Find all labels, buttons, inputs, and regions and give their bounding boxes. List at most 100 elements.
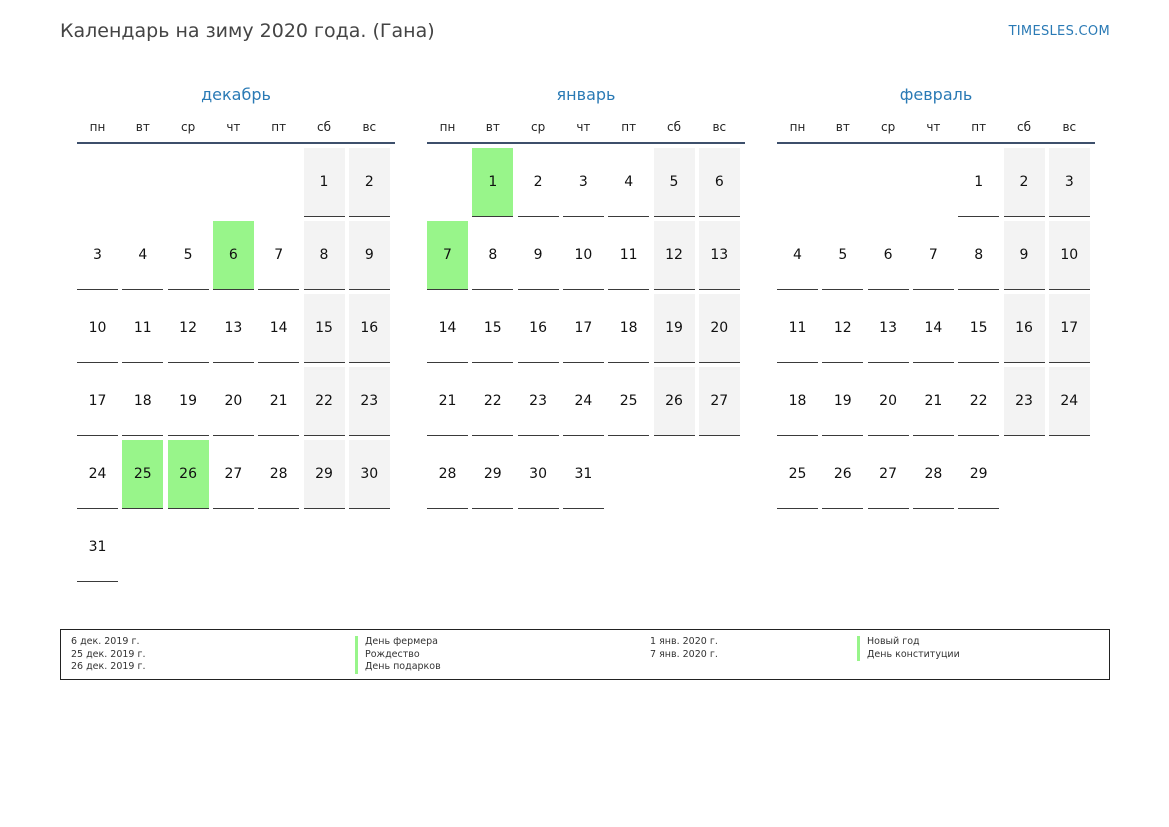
month-0: декабрь пн вт ср чт пт сб вс 1 2 3 4 5 6 7 8 9 10 11 12 13 14… (77, 84, 395, 582)
day-cell[interactable]: 25 (777, 440, 818, 509)
day-cell[interactable]: 8 (472, 221, 514, 290)
day-cell[interactable]: 28 (427, 440, 468, 509)
day-cell[interactable]: 16 (1003, 294, 1045, 363)
day-cell[interactable]: 10 (1048, 221, 1090, 290)
day-cell[interactable]: 2 (348, 148, 390, 217)
day-cell[interactable]: 22 (958, 367, 1000, 436)
day-cell[interactable]: 3 (1048, 148, 1090, 217)
day-cell[interactable]: 22 (472, 367, 514, 436)
day-cell[interactable]: 4 (777, 221, 818, 290)
day-cell[interactable]: 31 (562, 440, 604, 509)
day-cell[interactable]: 23 (517, 367, 559, 436)
weekday-label: пн (789, 120, 806, 134)
day-cell[interactable]: 29 (303, 440, 345, 509)
day-cell[interactable]: 25 (608, 367, 650, 436)
day-cell[interactable]: 2 (517, 148, 559, 217)
day-cell[interactable]: 19 (167, 367, 209, 436)
day-cell[interactable]: 12 (167, 294, 209, 363)
day-cell[interactable]: 17 (77, 367, 118, 436)
day-cell[interactable]: 24 (77, 440, 118, 509)
day-cell[interactable]: 24 (1048, 367, 1090, 436)
weekday-label: вт (135, 120, 150, 134)
day-cell[interactable]: 29 (958, 440, 1000, 509)
day-cell[interactable]: 7 (912, 221, 954, 290)
day-cell[interactable]: 15 (303, 294, 345, 363)
day-cell[interactable]: 27 (212, 440, 254, 509)
day-cell[interactable]: 15 (958, 294, 1000, 363)
day-cell[interactable]: 19 (822, 367, 864, 436)
day-cell[interactable]: 26 (167, 440, 209, 509)
day-cell[interactable]: 9 (348, 221, 390, 290)
day-cell[interactable]: 1 (472, 148, 514, 217)
day-cell[interactable]: 16 (348, 294, 390, 363)
day-cell[interactable]: 18 (122, 367, 164, 436)
day-cell[interactable]: 9 (517, 221, 559, 290)
day-cell[interactable]: 23 (1003, 367, 1045, 436)
day-cell[interactable]: 13 (867, 294, 909, 363)
day-cell[interactable]: 29 (472, 440, 514, 509)
day-cell[interactable]: 9 (1003, 221, 1045, 290)
day-cell[interactable]: 6 (698, 148, 740, 217)
day-cell[interactable]: 22 (303, 367, 345, 436)
day-cell[interactable]: 24 (562, 367, 604, 436)
day-cell[interactable]: 21 (258, 367, 300, 436)
day-cell[interactable]: 30 (348, 440, 390, 509)
day-cell[interactable]: 20 (212, 367, 254, 436)
month-1: январь пн вт ср чт пт сб вс 1 2 3 4 5 6 7 8 9 10 11 12 13 14 1… (427, 84, 745, 509)
day-cell[interactable]: 11 (777, 294, 818, 363)
day-cell[interactable]: 3 (562, 148, 604, 217)
day-cell[interactable]: 26 (653, 367, 695, 436)
day-cell[interactable]: 18 (608, 294, 650, 363)
day-cell[interactable]: 12 (653, 221, 695, 290)
page-title: Календарь на зиму 2020 года. (Гана) (60, 20, 435, 42)
day-cell[interactable]: 8 (303, 221, 345, 290)
day-cell[interactable]: 19 (653, 294, 695, 363)
day-cell[interactable]: 14 (912, 294, 954, 363)
day-cell[interactable]: 28 (912, 440, 954, 509)
day-cell[interactable]: 11 (122, 294, 164, 363)
legend-holiday-name: День конституции (857, 648, 960, 661)
day-cell[interactable]: 17 (562, 294, 604, 363)
day-cell[interactable]: 21 (427, 367, 468, 436)
legend-holiday-name: День подарков (355, 661, 441, 674)
day-cell[interactable]: 10 (562, 221, 604, 290)
day-cell[interactable]: 3 (77, 221, 118, 290)
day-cell[interactable]: 14 (258, 294, 300, 363)
day-cell[interactable]: 10 (77, 294, 118, 363)
day-cell[interactable]: 5 (822, 221, 864, 290)
day-cell[interactable]: 13 (212, 294, 254, 363)
day-cell[interactable]: 5 (653, 148, 695, 217)
day-cell[interactable]: 14 (427, 294, 468, 363)
day-cell[interactable]: 30 (517, 440, 559, 509)
day-cell[interactable]: 17 (1048, 294, 1090, 363)
day-cell[interactable]: 7 (427, 221, 468, 290)
day-cell[interactable]: 28 (258, 440, 300, 509)
day-cell[interactable]: 4 (122, 221, 164, 290)
day-cell[interactable]: 15 (472, 294, 514, 363)
day-cell[interactable]: 26 (822, 440, 864, 509)
day-cell[interactable]: 7 (258, 221, 300, 290)
day-cell[interactable]: 11 (608, 221, 650, 290)
day-cell[interactable]: 23 (348, 367, 390, 436)
day-cell[interactable]: 6 (212, 221, 254, 290)
day-cell[interactable]: 12 (822, 294, 864, 363)
day-cell[interactable]: 16 (517, 294, 559, 363)
day-cell[interactable]: 1 (958, 148, 1000, 217)
day-cell[interactable]: 25 (122, 440, 164, 509)
day-cell[interactable]: 31 (77, 513, 118, 582)
day-cell[interactable]: 27 (698, 367, 740, 436)
day-cell[interactable]: 21 (912, 367, 954, 436)
day-cell[interactable]: 6 (867, 221, 909, 290)
legend-holiday-name: Рождество (355, 648, 441, 661)
site-logo[interactable]: TIMESLES.COM (1008, 24, 1110, 39)
day-cell[interactable]: 13 (698, 221, 740, 290)
day-cell[interactable]: 2 (1003, 148, 1045, 217)
day-cell[interactable]: 1 (303, 148, 345, 217)
day-cell[interactable]: 20 (698, 294, 740, 363)
day-cell[interactable]: 20 (867, 367, 909, 436)
day-cell[interactable]: 5 (167, 221, 209, 290)
day-cell[interactable]: 27 (867, 440, 909, 509)
day-cell[interactable]: 4 (608, 148, 650, 217)
day-cell[interactable]: 18 (777, 367, 818, 436)
day-cell[interactable]: 8 (958, 221, 1000, 290)
